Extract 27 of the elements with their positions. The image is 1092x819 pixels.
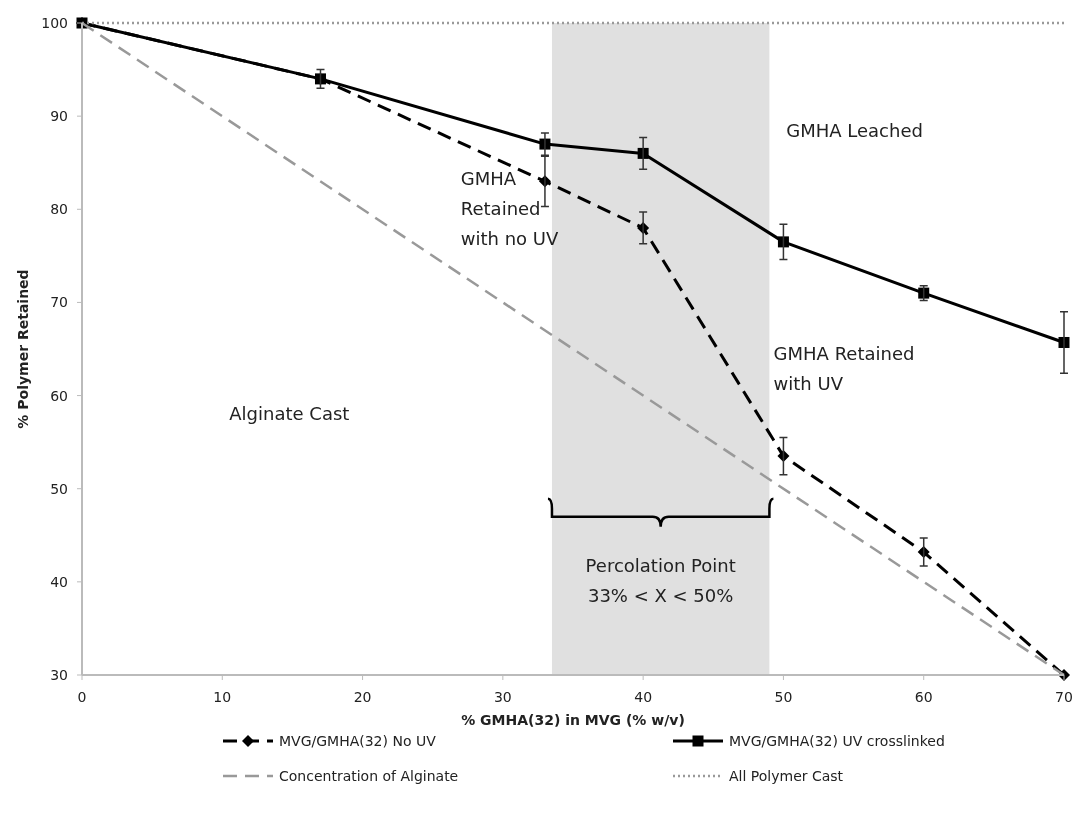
y-tick-label: 90 <box>50 108 68 125</box>
x-tick-label: 70 <box>1055 689 1073 705</box>
legend-label: MVG/GMHA(32) No UV <box>279 733 437 749</box>
x-tick-label: 10 <box>213 689 232 705</box>
y-tick-label: 80 <box>50 201 68 218</box>
annotation: GMHA Leached <box>786 119 923 141</box>
x-tick-label: 60 <box>914 689 933 705</box>
x-tick-label: 20 <box>353 689 372 705</box>
y-tick-label: 30 <box>50 667 68 683</box>
y-tick-label: 100 <box>41 15 68 31</box>
annotation: Alginate Cast <box>229 402 350 424</box>
y-tick-label: 50 <box>50 480 68 497</box>
y-tick-label: 40 <box>50 573 68 590</box>
legend-label: All Polymer Cast <box>729 768 844 784</box>
annotation: GMHA Retained with UV <box>773 343 915 395</box>
y-tick-label: 70 <box>50 294 68 311</box>
x-tick-label: 50 <box>774 689 793 705</box>
y-axis-title: % Polymer Retained <box>15 269 31 429</box>
x-tick-label: 0 <box>77 689 87 705</box>
legend-label: Concentration of Alginate <box>279 768 459 784</box>
x-axis-title: % GMHA(32) in MVG (% w/v) <box>461 712 685 728</box>
band-label: Percolation Point 33% < X < 50% <box>585 554 736 606</box>
x-tick-label: 40 <box>634 689 653 705</box>
y-tick-label: 60 <box>50 387 68 404</box>
x-tick-label: 30 <box>493 689 512 705</box>
annotation: GMHA Retained with no UV <box>460 168 559 250</box>
legend-label: MVG/GMHA(32) UV crosslinked <box>729 733 945 749</box>
